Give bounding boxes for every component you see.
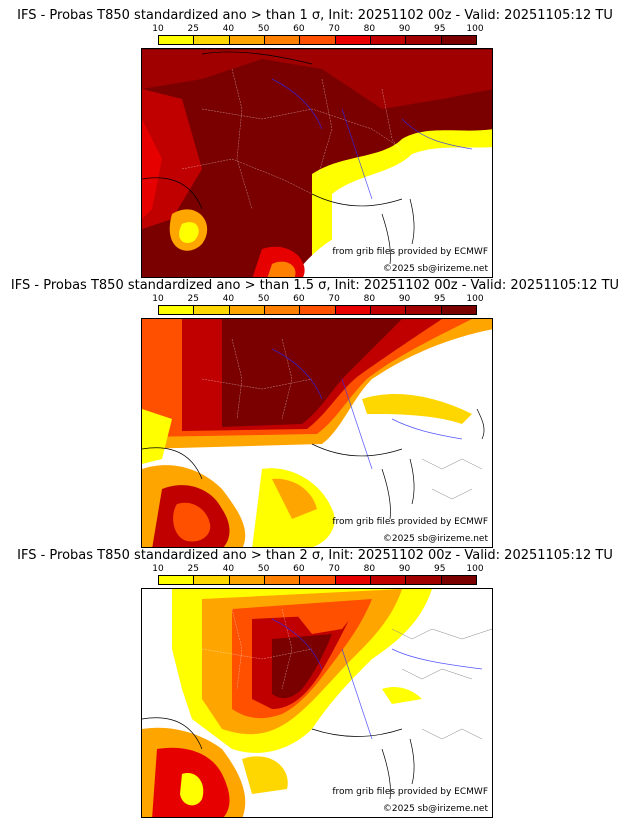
legend-color-swatch xyxy=(229,306,265,314)
map-svg xyxy=(142,49,492,277)
legend-color-swatch xyxy=(300,306,336,314)
legend-color-swatch xyxy=(264,306,301,314)
probability-color-legend xyxy=(158,35,477,45)
legend-tick-label: 50 xyxy=(257,294,270,304)
legend-color-swatch xyxy=(335,576,371,584)
legend-color-swatch xyxy=(370,306,407,314)
source-credit: from grib files provided by ECMWF xyxy=(332,247,488,257)
legend-tick-label: 95 xyxy=(434,24,446,34)
legend-tick-label: 100 xyxy=(466,294,484,304)
probability-map: from grib files provided by ECMWF ©2025 … xyxy=(141,48,493,278)
map-panel-3: IFS - Probas T850 standardized ano > tha… xyxy=(0,540,630,818)
legend-tick-label: 40 xyxy=(222,294,235,304)
panel-title: IFS - Probas T850 standardized ano > tha… xyxy=(17,548,613,563)
legend-color-swatch xyxy=(229,36,265,44)
legend-color-swatch xyxy=(159,306,195,314)
legend-tick-label: 100 xyxy=(466,564,484,574)
legend-color-swatch xyxy=(194,576,230,584)
legend-color-swatch xyxy=(335,306,371,314)
panel-title: IFS - Probas T850 standardized ano > tha… xyxy=(17,8,613,23)
legend-color-swatch xyxy=(159,576,195,584)
legend-tick-label: 40 xyxy=(222,24,235,34)
legend-color-swatch xyxy=(229,576,265,584)
legend-tick-label: 10 xyxy=(152,24,164,34)
legend-tick-label: 60 xyxy=(293,24,305,34)
legend-tick-label: 60 xyxy=(293,294,305,304)
copyright: ©2025 sb@irizeme.net xyxy=(382,264,488,274)
legend-color-swatch xyxy=(441,36,476,44)
legend-tick-label: 80 xyxy=(363,294,376,304)
map-svg xyxy=(142,589,492,817)
legend-ticks: 10 25 40 50 60 70 80 90 95 100 xyxy=(152,24,483,34)
legend-color-swatch xyxy=(264,36,301,44)
source-credit: from grib files provided by ECMWF xyxy=(332,517,488,527)
legend-tick-label: 70 xyxy=(328,564,340,574)
probability-map: from grib files provided by ECMWF ©2025 … xyxy=(141,588,493,818)
legend-tick-label: 10 xyxy=(152,564,164,574)
legend-tick-label: 50 xyxy=(257,24,270,34)
legend-color-swatch xyxy=(300,36,336,44)
legend-tick-label: 70 xyxy=(328,24,340,34)
source-credit: from grib files provided by ECMWF xyxy=(332,787,488,797)
legend-color-swatch xyxy=(370,576,407,584)
legend-tick-label: 80 xyxy=(363,564,376,574)
legend-tick-label: 70 xyxy=(328,294,340,304)
legend-tick-label: 90 xyxy=(398,294,411,304)
legend-tick-label: 100 xyxy=(466,24,484,34)
legend-tick-label: 90 xyxy=(398,24,411,34)
legend-tick-label: 60 xyxy=(293,564,305,574)
legend-tick-label: 50 xyxy=(257,564,270,574)
legend-color-swatch xyxy=(300,576,336,584)
map-panel-2: IFS - Probas T850 standardized ano > tha… xyxy=(0,270,630,548)
probability-map: from grib files provided by ECMWF ©2025 … xyxy=(141,318,493,548)
map-panel-1: IFS - Probas T850 standardized ano > tha… xyxy=(0,0,630,278)
legend-color-swatch xyxy=(194,306,230,314)
map-svg xyxy=(142,319,492,547)
probability-color-legend xyxy=(158,305,477,315)
legend-tick-label: 90 xyxy=(398,564,411,574)
legend-color-swatch xyxy=(406,306,442,314)
copyright: ©2025 sb@irizeme.net xyxy=(382,804,488,814)
legend-color-swatch xyxy=(370,36,407,44)
legend-tick-label: 80 xyxy=(363,24,376,34)
probability-color-legend xyxy=(158,575,477,585)
legend-tick-label: 95 xyxy=(434,564,446,574)
legend-color-swatch xyxy=(406,36,442,44)
legend-tick-label: 25 xyxy=(187,24,199,34)
legend-color-swatch xyxy=(335,36,371,44)
legend-color-swatch xyxy=(441,576,476,584)
legend-tick-label: 40 xyxy=(222,564,235,574)
legend-ticks: 10 25 40 50 60 70 80 90 95 100 xyxy=(152,294,483,304)
legend-tick-label: 95 xyxy=(434,294,446,304)
legend-color-swatch xyxy=(159,36,195,44)
panel-title: IFS - Probas T850 standardized ano > tha… xyxy=(10,278,620,293)
legend-color-swatch xyxy=(264,576,301,584)
legend-tick-label: 25 xyxy=(187,294,199,304)
legend-color-swatch xyxy=(194,36,230,44)
legend-ticks: 10 25 40 50 60 70 80 90 95 100 xyxy=(152,564,483,574)
legend-tick-label: 10 xyxy=(152,294,164,304)
legend-tick-label: 25 xyxy=(187,564,199,574)
legend-color-swatch xyxy=(406,576,442,584)
legend-color-swatch xyxy=(441,306,476,314)
copyright: ©2025 sb@irizeme.net xyxy=(382,534,488,544)
